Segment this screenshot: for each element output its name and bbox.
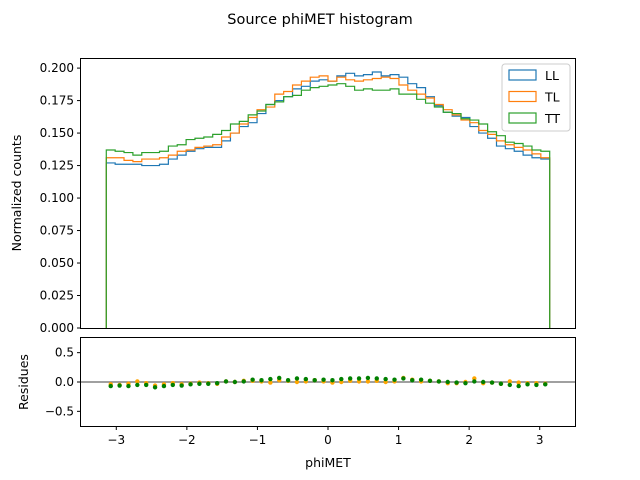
residue-point xyxy=(135,382,140,388)
histogram-y-tick-label: 0.075 xyxy=(40,224,74,238)
histogram-series xyxy=(105,71,551,328)
residue-point xyxy=(206,381,211,386)
residue-point xyxy=(312,378,317,383)
residue-point xyxy=(126,383,131,389)
residue-point xyxy=(463,380,468,386)
histogram-y-tick-label: 0.175 xyxy=(40,94,74,108)
residue-point xyxy=(241,379,246,384)
histogram-y-ticks: 0.000 0.025 0.050 0.075 0.100 0.125 0.150 0.175… xyxy=(40,61,81,335)
residue-point xyxy=(427,378,433,384)
histogram-axes: 0.000 0.025 0.050 0.075 0.100 0.125 0.150 0.175… xyxy=(9,58,576,335)
residue-point xyxy=(144,382,149,388)
residues-x-tick-label: 3 xyxy=(536,433,544,447)
residue-point xyxy=(516,380,521,385)
residue-point xyxy=(223,379,229,384)
chart-title: Source phiMET histogram xyxy=(227,12,412,28)
residue-point xyxy=(543,382,548,387)
residue-point xyxy=(436,379,442,384)
histogram-frame xyxy=(80,58,576,329)
legend-swatch-TT xyxy=(508,112,537,124)
histogram-y-label: Normalized counts xyxy=(9,135,24,252)
histogram-series-TT xyxy=(105,83,551,328)
residue-point xyxy=(472,379,477,384)
residues-y-tick-label: 0.0 xyxy=(55,375,74,389)
residue-point xyxy=(188,382,193,387)
residue-point xyxy=(259,378,264,383)
residue-point xyxy=(268,376,273,382)
residue-point xyxy=(285,378,291,383)
residue-point xyxy=(365,375,371,381)
residue-point xyxy=(401,376,406,381)
residue-point xyxy=(135,379,140,384)
residue-point xyxy=(161,383,167,389)
residue-point xyxy=(365,379,371,384)
residue-point xyxy=(383,376,388,382)
histogram-series-TL xyxy=(105,75,551,328)
residue-point xyxy=(250,377,255,382)
residues-x-tick-label: −2 xyxy=(178,433,196,447)
residue-point xyxy=(214,380,220,386)
histogram-y-tick-label: 0.150 xyxy=(40,126,74,140)
residue-point xyxy=(152,385,158,390)
residue-point xyxy=(108,383,113,389)
residues-x-tick-label: 0 xyxy=(324,433,332,447)
histogram-y-tick-label: 0.025 xyxy=(40,289,74,303)
residue-point xyxy=(374,376,379,381)
residue-point xyxy=(507,382,512,388)
residue-point xyxy=(507,379,512,384)
residue-point xyxy=(498,381,504,386)
residue-point xyxy=(117,383,122,388)
residue-point xyxy=(170,382,175,388)
residue-point xyxy=(481,379,486,385)
residues-x-tick-label: −3 xyxy=(107,433,125,447)
residue-point xyxy=(339,376,344,382)
residue-point xyxy=(347,376,353,381)
residue-point xyxy=(330,378,335,383)
residue-point xyxy=(197,381,202,386)
residue-point xyxy=(525,382,530,387)
residues-axes: −0.5 0.0 0.5 −3 −2 −1 0 1 2 3 Residues phiMET xyxy=(16,337,576,470)
legend-label-LL: LL xyxy=(545,68,559,83)
histogram-y-tick-label: 0.000 xyxy=(40,321,74,335)
residue-point xyxy=(489,380,495,385)
residues-x-tick-label: 2 xyxy=(465,433,473,447)
legend-label-TL: TL xyxy=(544,90,560,105)
residue-point xyxy=(321,377,326,382)
residue-point xyxy=(294,376,300,381)
histogram-y-tick-label: 0.050 xyxy=(40,256,74,270)
legend: LL TL TT xyxy=(501,63,571,132)
residues-y-tick-label: −0.5 xyxy=(45,404,74,418)
histogram-y-tick-label: 0.100 xyxy=(40,191,74,205)
residue-point xyxy=(445,379,450,385)
residue-point xyxy=(268,380,273,385)
residue-point xyxy=(232,379,238,385)
residues-y-ticks: −0.5 0.0 0.5 xyxy=(45,346,81,418)
residue-point xyxy=(418,377,424,382)
residues-y-label: Residues xyxy=(16,354,31,410)
residues-y-tick-label: 0.5 xyxy=(55,346,74,360)
residue-point xyxy=(392,377,397,382)
residue-point xyxy=(516,383,521,389)
residue-point xyxy=(277,375,282,381)
residue-point xyxy=(410,378,415,383)
legend-label-TT: TT xyxy=(544,111,560,126)
residue-point xyxy=(534,382,539,388)
residues-x-label: phiMET xyxy=(305,455,351,470)
residue-point xyxy=(179,383,184,388)
residue-point xyxy=(303,376,309,382)
residue-point xyxy=(454,380,459,385)
histogram-y-tick-label: 0.125 xyxy=(40,159,74,173)
legend-swatch-LL xyxy=(508,69,537,81)
residue-point xyxy=(294,379,300,385)
residues-x-tick-label: −1 xyxy=(249,433,267,447)
residues-points xyxy=(108,375,548,390)
residues-x-tick-label: 1 xyxy=(395,433,403,447)
residues-x-ticks: −3 −2 −1 0 1 2 3 xyxy=(107,426,544,447)
legend-swatch-TL xyxy=(508,90,537,103)
residue-point xyxy=(356,376,362,381)
histogram-y-tick-label: 0.200 xyxy=(40,61,74,75)
